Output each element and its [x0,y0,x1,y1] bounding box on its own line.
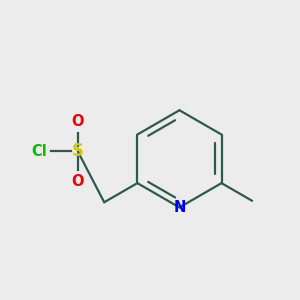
Text: O: O [72,174,84,189]
Text: S: S [72,142,84,160]
Text: O: O [72,114,84,129]
Text: N: N [173,200,186,215]
Text: Cl: Cl [31,144,47,159]
